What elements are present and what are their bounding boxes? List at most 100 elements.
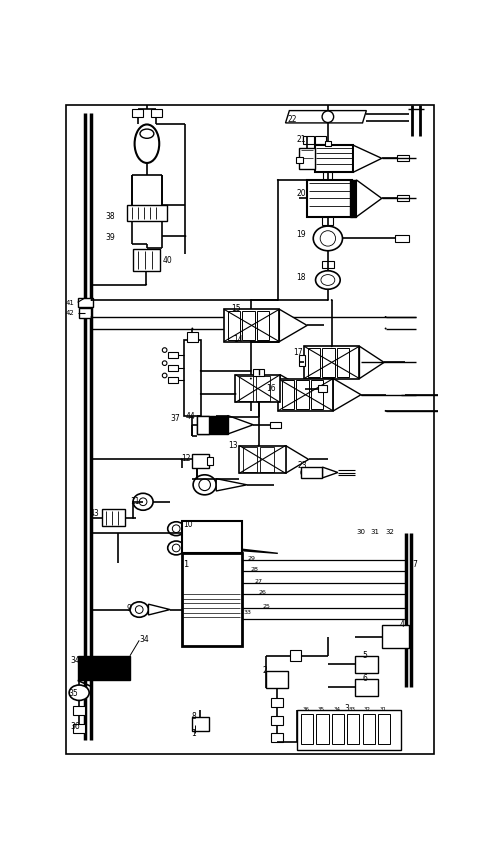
Bar: [397, 156, 409, 162]
Ellipse shape: [135, 606, 143, 613]
Bar: [296, 381, 308, 410]
Polygon shape: [184, 543, 278, 554]
Text: 23: 23: [297, 461, 306, 469]
Ellipse shape: [316, 272, 340, 290]
Ellipse shape: [181, 459, 183, 461]
Ellipse shape: [385, 411, 386, 412]
Ellipse shape: [258, 445, 260, 447]
Text: 9: 9: [126, 603, 131, 612]
Bar: [318, 386, 327, 392]
Ellipse shape: [163, 361, 167, 366]
Bar: [73, 706, 85, 715]
Bar: [311, 381, 323, 410]
Ellipse shape: [250, 342, 252, 343]
Bar: [315, 137, 325, 145]
Text: 4: 4: [400, 619, 405, 628]
Ellipse shape: [331, 300, 333, 302]
Ellipse shape: [327, 300, 329, 302]
Bar: [224, 310, 279, 343]
Bar: [395, 236, 409, 242]
Ellipse shape: [90, 609, 92, 611]
Ellipse shape: [168, 522, 184, 536]
Ellipse shape: [200, 371, 202, 372]
Ellipse shape: [277, 180, 279, 181]
Bar: [316, 714, 328, 745]
Text: 36: 36: [70, 721, 80, 729]
Polygon shape: [285, 446, 308, 474]
Text: 35: 35: [318, 705, 325, 711]
Ellipse shape: [133, 493, 153, 510]
Text: 14: 14: [233, 335, 243, 343]
Bar: [257, 312, 269, 341]
Bar: [378, 714, 390, 745]
Text: 12: 12: [182, 453, 191, 462]
Ellipse shape: [90, 317, 92, 319]
Bar: [182, 554, 242, 646]
Bar: [78, 656, 130, 681]
Bar: [271, 733, 283, 742]
Ellipse shape: [84, 297, 86, 299]
Ellipse shape: [250, 378, 252, 380]
Text: 33: 33: [243, 609, 251, 614]
Ellipse shape: [130, 602, 148, 618]
Bar: [270, 423, 281, 429]
Ellipse shape: [163, 374, 167, 378]
Ellipse shape: [181, 532, 183, 534]
Ellipse shape: [172, 525, 180, 533]
Ellipse shape: [321, 275, 335, 286]
Bar: [127, 206, 167, 222]
Bar: [236, 375, 280, 403]
Bar: [347, 714, 360, 745]
Ellipse shape: [250, 371, 252, 372]
Polygon shape: [184, 543, 204, 554]
Polygon shape: [280, 375, 305, 403]
Bar: [253, 370, 264, 377]
Text: 36: 36: [303, 705, 309, 711]
Text: 2: 2: [263, 665, 267, 674]
Text: 32: 32: [364, 705, 371, 711]
Ellipse shape: [90, 459, 92, 461]
Text: 32: 32: [386, 528, 394, 534]
Ellipse shape: [385, 328, 386, 330]
Ellipse shape: [322, 112, 334, 124]
Bar: [207, 458, 213, 465]
Text: 31: 31: [370, 528, 379, 534]
Bar: [228, 312, 240, 341]
Bar: [301, 714, 313, 745]
Bar: [332, 714, 344, 745]
Bar: [307, 181, 352, 217]
Bar: [239, 377, 253, 401]
Text: 16: 16: [266, 384, 276, 393]
Ellipse shape: [301, 469, 310, 478]
Text: 39: 39: [105, 233, 115, 241]
Bar: [187, 333, 198, 343]
Bar: [363, 714, 375, 745]
Bar: [192, 454, 208, 469]
Text: 20: 20: [296, 188, 306, 198]
Bar: [299, 356, 305, 367]
Bar: [182, 521, 242, 554]
Bar: [243, 447, 257, 472]
Ellipse shape: [191, 328, 193, 330]
Ellipse shape: [193, 475, 216, 495]
Bar: [323, 173, 332, 181]
Ellipse shape: [200, 394, 202, 395]
Ellipse shape: [145, 285, 147, 286]
Bar: [168, 377, 178, 383]
Text: 34: 34: [70, 655, 80, 665]
Bar: [256, 377, 270, 401]
Bar: [355, 656, 378, 673]
Text: 31: 31: [380, 705, 386, 711]
Bar: [168, 366, 178, 371]
Polygon shape: [184, 524, 204, 534]
Text: 26: 26: [259, 590, 266, 595]
Ellipse shape: [135, 125, 159, 164]
Ellipse shape: [90, 328, 92, 330]
Ellipse shape: [90, 532, 92, 534]
Ellipse shape: [139, 498, 147, 506]
Ellipse shape: [250, 300, 252, 302]
Ellipse shape: [277, 300, 279, 302]
Ellipse shape: [199, 480, 210, 491]
Text: 30: 30: [356, 528, 366, 534]
Text: 22: 22: [287, 115, 297, 124]
